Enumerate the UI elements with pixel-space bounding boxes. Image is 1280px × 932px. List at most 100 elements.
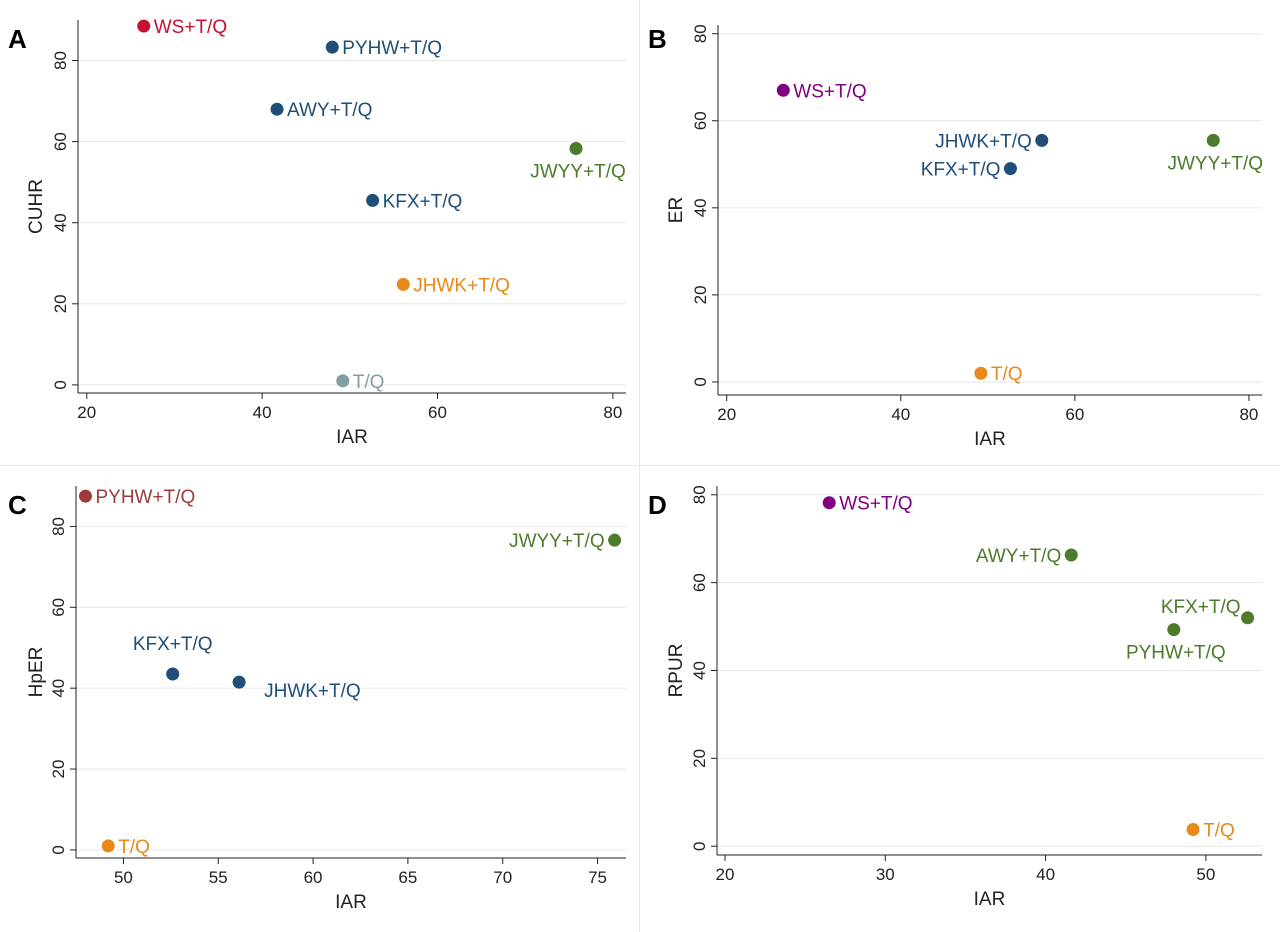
x-tick-label-b-20: 20 [717, 405, 736, 424]
data-label-a-4: KFX+T/Q [383, 191, 463, 212]
y-tick-label-a-0: 0 [51, 380, 70, 389]
data-point-c-4 [101, 839, 115, 853]
y-tick-label-c-20: 20 [49, 760, 68, 779]
y-tick-label-a-40: 40 [51, 213, 70, 232]
y-axis-title-b: ER [666, 197, 687, 223]
data-point-c-1 [608, 533, 622, 547]
y-tick-label-d-20: 20 [690, 749, 709, 768]
data-label-a-5: JHWK+T/Q [413, 275, 510, 296]
data-point-a-3 [569, 142, 583, 156]
y-tick-label-c-80: 80 [49, 517, 68, 536]
x-tick-label-d-20: 20 [716, 865, 735, 884]
y-tick-label-b-40: 40 [691, 198, 710, 217]
data-point-c-2 [166, 667, 180, 681]
panel-c: C 0 20 40 60 80 50 55 60 65 70 75 IAR HpER PYHW+T/Q JWY… [0, 466, 640, 932]
data-point-d-4 [1186, 823, 1200, 837]
y-tick-label-a-80: 80 [51, 51, 70, 70]
panel-letter-b: B [648, 24, 667, 54]
data-point-a-0 [137, 19, 151, 33]
chart-b-svg: B 0 20 40 60 80 20 40 60 80 IAR ER WS+T/Q JHWK+T/Q JWY… [648, 24, 1263, 450]
y-tick-label-c-40: 40 [49, 679, 68, 698]
data-label-a-2: AWY+T/Q [287, 100, 372, 121]
data-label-d-3: PYHW+T/Q [1126, 643, 1226, 664]
data-point-a-5 [396, 277, 410, 291]
x-tick-label-b-40: 40 [891, 405, 910, 424]
x-axis-title-c: IAR [335, 892, 367, 913]
y-tick-label-b-80: 80 [691, 24, 710, 43]
data-label-c-0: PYHW+T/Q [95, 487, 195, 508]
y-tick-label-b-20: 20 [691, 285, 710, 304]
data-label-d-0: WS+T/Q [839, 494, 912, 515]
x-tick-label-a-80: 80 [603, 403, 622, 422]
data-point-d-2 [1241, 611, 1255, 625]
y-tick-label-c-60: 60 [49, 598, 68, 617]
y-tick-label-d-0: 0 [690, 841, 709, 850]
data-point-a-1 [325, 40, 339, 54]
x-axis-title-a: IAR [336, 427, 368, 448]
data-label-c-1: JWYY+T/Q [509, 531, 605, 552]
x-tick-label-d-50: 50 [1196, 865, 1215, 884]
data-point-b-0 [776, 83, 790, 97]
x-tick-label-c-65: 65 [398, 868, 417, 887]
data-label-b-4: T/Q [991, 364, 1023, 385]
data-label-d-4: T/Q [1203, 821, 1235, 842]
data-point-a-4 [366, 193, 380, 207]
chart-d-svg: D 0 20 40 60 80 20 30 40 50 IAR RPUR WS+T/Q AWY+T/Q KF… [648, 485, 1262, 910]
data-point-d-3 [1167, 623, 1181, 637]
y-tick-label-a-20: 20 [51, 294, 70, 313]
data-label-c-2: KFX+T/Q [133, 634, 213, 655]
y-tick-label-a-60: 60 [51, 132, 70, 151]
chart-a-svg: A 0 20 40 60 80 20 40 60 80 IAR CUHR WS+T/Q PYHW+T/Q A… [8, 17, 626, 448]
y-tick-label-d-80: 80 [690, 485, 709, 504]
x-tick-label-b-80: 80 [1239, 405, 1258, 424]
data-point-a-2 [270, 102, 284, 116]
data-point-b-4 [974, 366, 988, 380]
panel-letter-c: C [8, 490, 27, 520]
y-tick-label-b-0: 0 [691, 377, 710, 386]
chart-c-svg: C 0 20 40 60 80 50 55 60 65 70 75 IAR HpER PYHW+T/Q JWY… [8, 486, 626, 913]
data-point-d-0 [822, 496, 836, 510]
data-label-b-0: WS+T/Q [793, 81, 866, 102]
x-tick-label-c-55: 55 [209, 868, 228, 887]
y-axis-title-d: RPUR [666, 644, 687, 698]
x-axis-title-b: IAR [974, 429, 1006, 450]
y-axis-title-a: CUHR [26, 179, 47, 234]
data-point-c-0 [78, 489, 92, 503]
x-tick-label-c-75: 75 [588, 868, 607, 887]
data-point-b-3 [1003, 162, 1017, 176]
data-label-d-2: KFX+T/Q [1161, 597, 1241, 618]
x-tick-label-a-40: 40 [253, 403, 272, 422]
data-label-a-3: JWYY+T/Q [530, 162, 626, 183]
x-tick-label-d-30: 30 [876, 865, 895, 884]
y-tick-label-d-40: 40 [690, 661, 709, 680]
data-label-b-1: JHWK+T/Q [935, 131, 1032, 152]
data-label-a-6: T/Q [353, 372, 385, 393]
data-label-a-1: PYHW+T/Q [342, 38, 442, 59]
panel-d: D 0 20 40 60 80 20 30 40 50 IAR RPUR WS+T/Q AWY+T/Q KF… [640, 466, 1280, 932]
x-tick-label-a-20: 20 [77, 403, 96, 422]
x-tick-label-c-50: 50 [114, 868, 133, 887]
y-tick-label-c-0: 0 [49, 845, 68, 854]
x-tick-label-c-70: 70 [493, 868, 512, 887]
data-label-d-1: AWY+T/Q [976, 546, 1061, 567]
data-label-b-3: KFX+T/Q [921, 160, 1001, 181]
panel-letter-a: A [8, 24, 27, 54]
panel-a: A 0 20 40 60 80 20 40 60 80 IAR CUHR WS+T/Q PYHW+T/Q A… [0, 0, 640, 466]
data-point-a-6 [336, 374, 350, 388]
x-tick-label-d-40: 40 [1036, 865, 1055, 884]
x-tick-label-c-60: 60 [304, 868, 323, 887]
data-label-b-2: JWYY+T/Q [1167, 153, 1263, 174]
data-point-d-1 [1064, 548, 1078, 562]
panel-letter-d: D [648, 490, 667, 520]
data-label-c-3: JHWK+T/Q [264, 681, 361, 702]
panel-b: B 0 20 40 60 80 20 40 60 80 IAR ER WS+T/Q JHWK+T/Q JWY… [640, 0, 1280, 466]
y-tick-label-b-60: 60 [691, 111, 710, 130]
y-axis-title-c: HpER [26, 647, 47, 698]
data-point-b-2 [1206, 133, 1220, 147]
data-label-a-0: WS+T/Q [154, 17, 227, 38]
data-point-b-1 [1035, 133, 1049, 147]
x-axis-title-d: IAR [974, 889, 1006, 910]
x-tick-label-a-60: 60 [428, 403, 447, 422]
x-tick-label-b-60: 60 [1065, 405, 1084, 424]
data-label-c-4: T/Q [118, 837, 150, 858]
